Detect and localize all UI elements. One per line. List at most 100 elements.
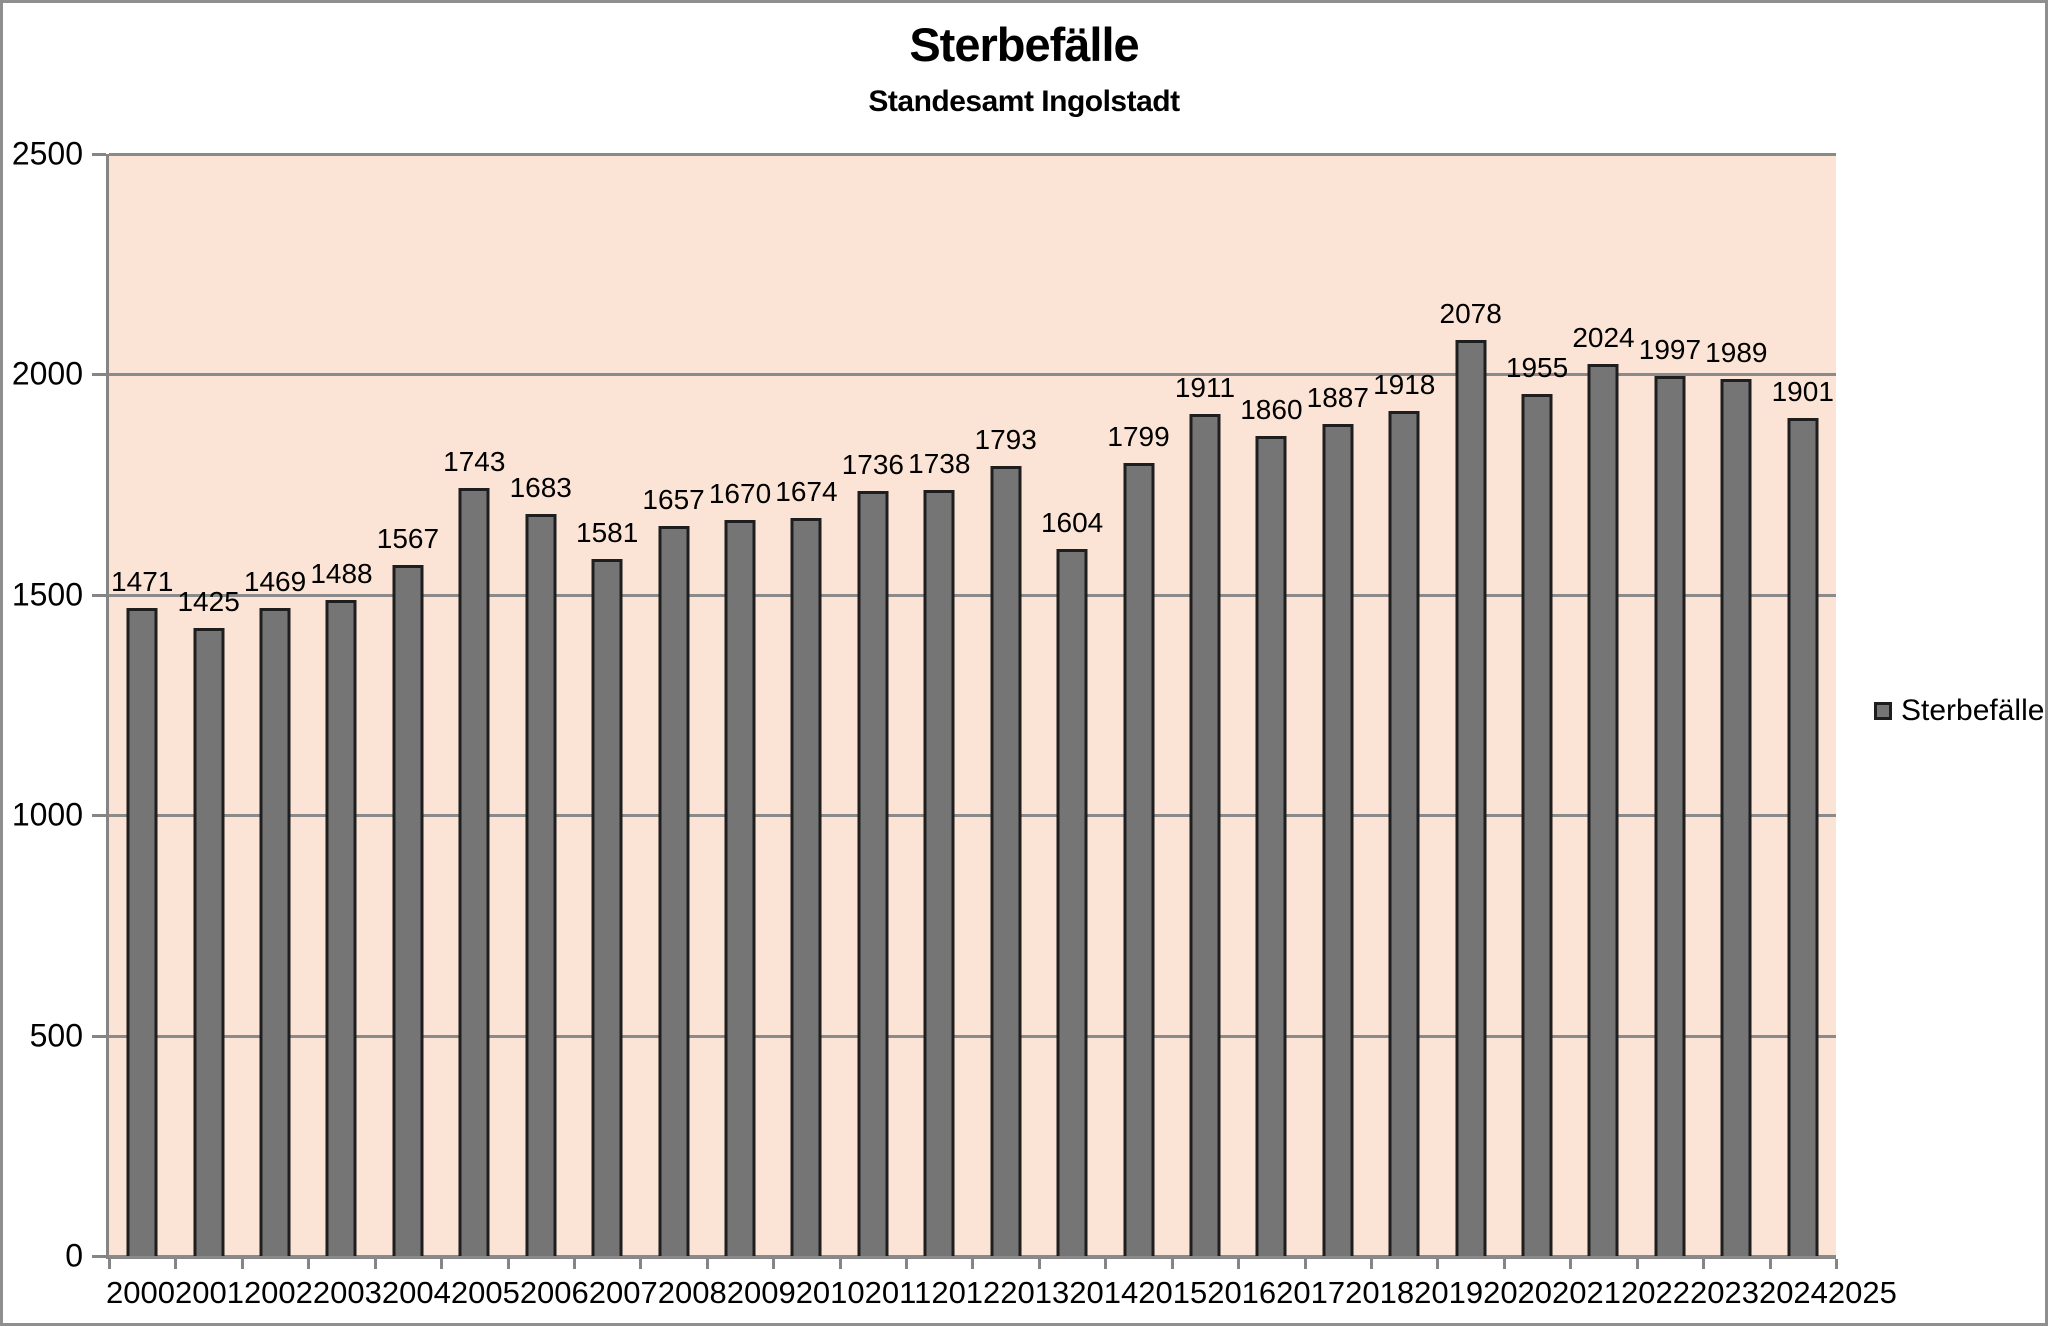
y-tick-label: 0 (65, 1237, 83, 1274)
bar-value-label: 1604 (1040, 506, 1104, 538)
bar-cell-2006: 1683 (506, 154, 574, 1269)
x-tick (373, 1259, 377, 1269)
x-tick-label: 2017 (1276, 1275, 1346, 1310)
gridline-0 (109, 1255, 1836, 1258)
bar-value-label: 1860 (1240, 394, 1303, 426)
x-tick (1768, 1259, 1772, 1269)
y-tick-0 (92, 1255, 106, 1258)
gridline-500 (109, 1034, 1836, 1038)
bar-value-label: 1736 (841, 448, 904, 480)
x-tick-label: 2009 (726, 1275, 796, 1310)
bar-2021 (1521, 394, 1553, 1256)
x-tick (440, 1259, 444, 1269)
bar-2013 (990, 465, 1022, 1256)
x-tick (1170, 1259, 1174, 1269)
x-tick-label: 2016 (1207, 1275, 1277, 1310)
bar-value-label: 1887 (1306, 382, 1369, 414)
bar-cell-2005: 1743 (440, 154, 507, 1269)
bar-cell-2015: 1799 (1104, 154, 1171, 1269)
x-tick (1635, 1259, 1639, 1269)
x-tick-label: 2002 (243, 1275, 313, 1310)
bar-2019 (1388, 410, 1420, 1256)
x-tick (1569, 1259, 1573, 1269)
bar-value-label: 2024 (1572, 321, 1635, 353)
x-tick (905, 1259, 909, 1269)
bar-cell-2008: 1657 (639, 154, 706, 1269)
y-tick-2000 (92, 373, 106, 377)
x-tick (174, 1259, 178, 1269)
x-tick-label: 2019 (1414, 1275, 1484, 1310)
bar-cell-2009: 1670 (705, 154, 773, 1269)
bar-cell-2012: 1738 (905, 154, 972, 1269)
bar-cell-2023: 1997 (1635, 154, 1703, 1269)
bar-2014 (1056, 548, 1088, 1256)
bar-2016 (1189, 413, 1221, 1256)
bar-cell-2024: 1989 (1702, 154, 1769, 1269)
bar-cell-2000: 1471 (108, 154, 175, 1269)
x-tick (639, 1259, 643, 1269)
bar-series: 1471 1425 1469 1488 1567 1743 1683 1581 1657 1670… (108, 154, 1838, 1269)
bar-cell-2016: 1911 (1170, 154, 1238, 1269)
y-tick-500 (92, 1034, 106, 1038)
bar-value-label: 1738 (908, 447, 971, 479)
x-tick-label: 2024 (1758, 1275, 1828, 1310)
x-tick-label: 2010 (795, 1275, 865, 1310)
bar-2020 (1455, 340, 1487, 1256)
bar-cell-2014: 1604 (1037, 154, 1105, 1269)
y-tick-label: 2500 (11, 135, 83, 172)
x-tick-label: 2004 (381, 1275, 451, 1310)
bar-value-label: 1674 (775, 476, 838, 508)
x-tick-label: 2021 (1552, 1275, 1622, 1310)
bar-cell-2018: 1887 (1303, 154, 1371, 1269)
x-tick-label: 2003 (312, 1275, 382, 1310)
bar-value-label: 1918 (1373, 368, 1436, 400)
bar-value-label: 1657 (642, 483, 705, 515)
y-tick-label: 2000 (11, 355, 83, 392)
bar-2008 (658, 525, 690, 1256)
bar-value-label: 1425 (177, 585, 240, 617)
x-tick (1237, 1259, 1241, 1269)
bar-cell-2017: 1860 (1237, 154, 1304, 1269)
x-tick (240, 1259, 244, 1269)
x-tick-label: 2001 (174, 1275, 244, 1310)
x-tick-label: 2000 (106, 1275, 175, 1310)
y-tick-2500 (92, 153, 106, 156)
x-tick (971, 1259, 975, 1269)
gridline-2000 (109, 373, 1836, 377)
x-tick-label: 2020 (1483, 1275, 1553, 1310)
x-tick (705, 1259, 709, 1269)
x-tick-label: 2018 (1345, 1275, 1415, 1310)
bar-value-label: 1581 (576, 517, 639, 549)
bar-2025 (1787, 418, 1819, 1256)
y-tick-label: 1500 (11, 576, 83, 613)
x-tick (572, 1259, 576, 1269)
x-tick (1303, 1259, 1307, 1269)
x-axis: 2000 2001 2002 2003 2004 2005 2006 2007 2008 2009… (106, 1275, 1897, 1311)
bar-value-label: 2078 (1439, 298, 1502, 330)
x-tick (1502, 1259, 1506, 1269)
gridline-1000 (109, 814, 1836, 818)
x-tick-label: 2013 (1000, 1275, 1070, 1310)
bar-2012 (923, 489, 955, 1256)
bar-2004 (392, 565, 424, 1256)
bar-2009 (724, 519, 756, 1256)
bar-2006 (525, 514, 557, 1256)
bar-value-label: 1471 (111, 565, 174, 597)
bar-cell-2002: 1469 (240, 154, 308, 1269)
bar-cell-2003: 1488 (307, 154, 374, 1269)
bar-2000 (126, 607, 158, 1256)
bar-2001 (193, 627, 225, 1256)
x-tick-label: 2005 (450, 1275, 520, 1310)
bar-value-label: 1743 (443, 445, 506, 477)
bar-2003 (325, 600, 357, 1256)
bar-cell-2022: 2024 (1569, 154, 1636, 1269)
x-tick-label: 2023 (1689, 1275, 1759, 1310)
bar-value-label: 1911 (1174, 371, 1236, 403)
bar-2015 (1123, 463, 1155, 1256)
x-tick-label: 2022 (1621, 1275, 1690, 1310)
chart-title: Sterbefälle (909, 18, 1139, 71)
x-tick (1104, 1259, 1108, 1269)
x-tick (772, 1259, 776, 1269)
y-tick-1500 (92, 593, 106, 597)
gridline-2500 (109, 153, 1836, 156)
